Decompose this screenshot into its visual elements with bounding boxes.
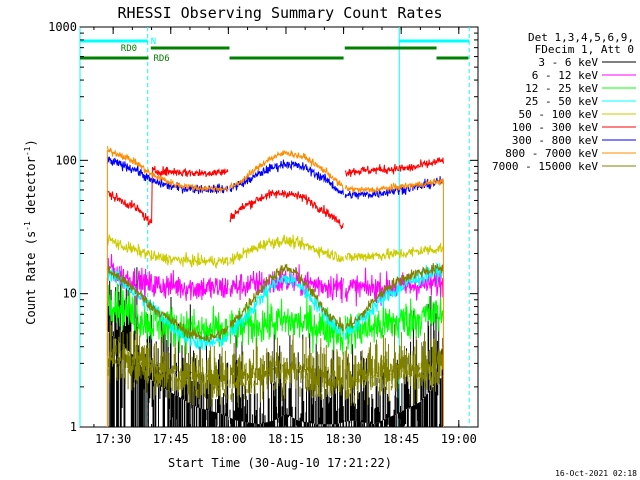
legend-header-1: FDecim 1, Att 0: [535, 43, 634, 56]
x-tick-label-6: 19:00: [441, 432, 477, 446]
legend-label-6: 300 - 800 keV: [512, 134, 598, 147]
legend-label-4: 50 - 100 keV: [519, 108, 599, 121]
footer-date: 16-Oct-2021 02:18: [555, 469, 637, 478]
series-path-5: [106, 157, 444, 230]
x-tick-label-1: 17:45: [153, 432, 189, 446]
y-tick-label-1: 10: [63, 287, 77, 301]
y-axis-label-part1: Count Rate (s: [24, 231, 38, 325]
legend: Det 1,3,4,5,6,9,FDecim 1, Att 03 - 6 keV…: [492, 31, 636, 173]
legend-label-3: 25 - 50 keV: [525, 95, 598, 108]
chart-title: RHESSI Observing Summary Count Rates: [117, 4, 442, 22]
legend-label-8: 7000 - 15000 keV: [492, 160, 598, 173]
series-4: [106, 233, 444, 270]
legend-label-0: 3 - 6 keV: [538, 56, 598, 69]
series-5: [106, 157, 444, 230]
legend-label-1: 6 - 12 keV: [532, 69, 599, 82]
y-axis-label-sup1: -1: [23, 221, 32, 231]
y-axis-label-part2: detector: [24, 156, 38, 221]
legend-label-7: 800 - 7000 keV: [505, 147, 598, 160]
rd6-flag-label: RD6: [153, 54, 169, 64]
y-tick-label-0: 1: [70, 420, 77, 434]
x-tick-label-5: 18:45: [383, 432, 419, 446]
x-axis-label: Start Time (30-Aug-10 17:21:22): [168, 456, 392, 470]
night-flag-label: N: [151, 37, 156, 47]
plot-area: N RD0 RD6 17:30 17:45 18:00 18:15 18:30 18:45 19:…: [48, 20, 479, 446]
rd0-flag-label: RD0: [121, 44, 137, 54]
y-axis-label-sup2: -1: [23, 146, 32, 156]
series-7: [106, 145, 444, 195]
y-axis-label-part3: ): [24, 139, 38, 146]
series-9: [106, 263, 444, 343]
x-tick-label-0: 17:30: [95, 432, 131, 446]
y-axis-label: Count Rate (s-1 detector-1): [23, 139, 38, 324]
y-tick-label-2: 100: [55, 153, 77, 167]
y-tick-label-3: 1000: [48, 20, 77, 34]
legend-header-0: Det 1,3,4,5,6,9,: [528, 31, 634, 44]
series-path-9: [106, 263, 444, 343]
x-tick-label-4: 18:30: [326, 432, 362, 446]
x-tick-label-2: 18:00: [210, 432, 246, 446]
series-path-7: [106, 145, 444, 195]
legend-label-2: 12 - 25 keV: [525, 82, 598, 95]
x-tick-label-3: 18:15: [268, 432, 304, 446]
legend-label-5: 100 - 300 keV: [512, 121, 598, 134]
series-path-4: [106, 233, 444, 270]
